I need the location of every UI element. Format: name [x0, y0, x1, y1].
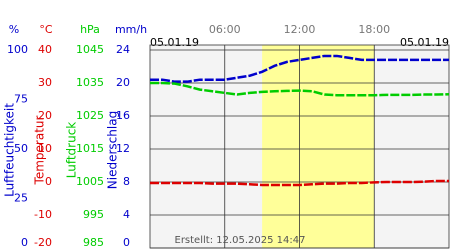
date-right: 05.01.19 — [400, 36, 449, 49]
axis-title: Niederschlag — [106, 111, 120, 189]
y-tick-label: 20 — [38, 109, 52, 122]
y-tick-label: 12 — [116, 142, 130, 155]
y-tick-label: -20 — [34, 236, 52, 249]
y-tick-label: -10 — [34, 208, 52, 221]
axis-unit: % — [9, 23, 19, 36]
y-tick-label: 10 — [38, 142, 52, 155]
x-tick-label: 18:00 — [358, 23, 390, 36]
axis-title: Temperatur — [33, 115, 47, 185]
y-tick-label: 20 — [116, 76, 130, 89]
y-tick-label: 40 — [38, 43, 52, 56]
y-tick-label: 8 — [123, 175, 130, 188]
y-tick-label: 1025 — [76, 109, 104, 122]
axis-title: Luftdruck — [65, 122, 79, 179]
date-left: 05.01.19 — [150, 36, 199, 49]
axis-title: Luftfeuchtigkeit — [3, 103, 17, 197]
y-tick-label: 1015 — [76, 142, 104, 155]
y-tick-label: 30 — [38, 76, 52, 89]
series-line — [150, 54, 449, 83]
series-line — [150, 81, 450, 97]
y-tick-label: 75 — [14, 93, 28, 106]
y-tick-label: 4 — [123, 208, 130, 221]
y-tick-label: 24 — [116, 43, 130, 56]
y-tick-label: 16 — [116, 109, 130, 122]
axis-unit: hPa — [80, 23, 100, 36]
y-tick-label: 1045 — [76, 43, 104, 56]
y-tick-label: 0 — [123, 236, 130, 249]
x-tick-label: 06:00 — [209, 23, 241, 36]
y-tick-label: 50 — [14, 142, 28, 155]
series-line — [150, 179, 449, 187]
x-tick-label: 12:00 — [284, 23, 316, 36]
y-tick-label: 0 — [45, 175, 52, 188]
y-tick-label: 1035 — [76, 76, 104, 89]
axis-unit: °C — [39, 23, 53, 36]
y-tick-label: 0 — [21, 236, 28, 249]
footer: Erstellt: 12.05.2025 14:47 — [175, 235, 306, 246]
y-tick-label: 1005 — [76, 175, 104, 188]
axis-unit: mm/h — [115, 23, 147, 36]
y-tick-label: 995 — [83, 208, 104, 221]
y-tick-label: 100 — [7, 43, 28, 56]
y-tick-label: 25 — [14, 192, 28, 205]
plot-border — [149, 44, 450, 249]
shaded-range — [262, 45, 375, 248]
y-tick-label: 985 — [83, 236, 104, 249]
